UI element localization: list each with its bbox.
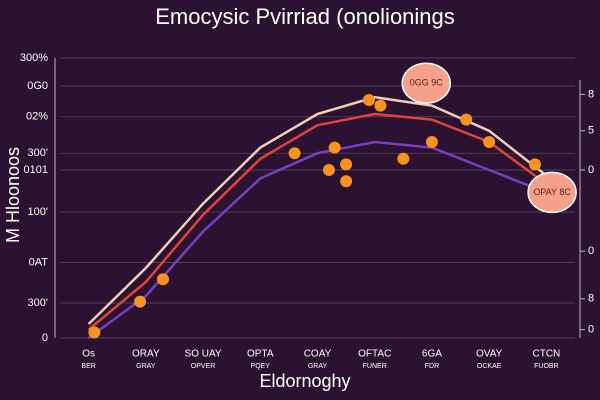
line-series: [87, 140, 547, 340]
x-sublabel: BER: [81, 363, 95, 370]
dot: [397, 152, 410, 165]
annotation-bubble: [527, 171, 577, 214]
dot: [288, 147, 301, 160]
x-tick-label: SO UAY: [185, 349, 222, 360]
x-tick-label: 6GA: [422, 349, 442, 360]
x-tick-label: OFTAC: [358, 349, 391, 360]
dot: [363, 94, 375, 106]
y2-tick-label: 0: [588, 245, 594, 257]
dot: [157, 273, 169, 286]
line-series: [87, 95, 548, 325]
y-tick-label: 0: [42, 332, 48, 344]
y-tick-label: 02%: [26, 111, 48, 123]
x-sublabel: GRAY: [136, 363, 156, 370]
y-tick-label: 300%: [20, 52, 48, 64]
dot: [340, 158, 353, 171]
x-sublabel: OPVER: [191, 363, 216, 370]
dot: [328, 141, 341, 154]
x-sublabel: PQEY: [251, 363, 271, 370]
dot: [374, 99, 387, 112]
dot: [483, 136, 496, 148]
annotation: OPAY 8C: [533, 187, 571, 197]
y-tick-label: 300': [28, 147, 48, 159]
chart-title: Emocysic Pvirriad (onolionings: [155, 4, 455, 29]
dot: [528, 158, 541, 171]
x-sublabel: GRAY: [308, 363, 328, 370]
x-tick-label: CTCN: [532, 349, 560, 360]
x-sublabel: FDR: [425, 363, 439, 370]
x-axis-label: Eldornoghy: [259, 371, 350, 391]
dot: [322, 164, 335, 176]
annotation: 0GG 9C: [410, 78, 444, 88]
y2-tick-label: 0: [588, 164, 594, 176]
x-tick-label: COAY: [304, 349, 332, 360]
y-tick-label: 0G0: [27, 80, 48, 92]
dot: [460, 113, 473, 126]
x-tick-label: OPTA: [247, 349, 274, 360]
x-sublabel: FUOBR: [534, 363, 559, 370]
dot: [340, 175, 353, 188]
x-tick-label: OVAY: [476, 349, 503, 360]
dot: [425, 136, 438, 148]
y2-tick-label: 5: [588, 125, 594, 137]
annotation-bubble: [401, 62, 451, 104]
dot: [134, 295, 147, 308]
x-sublabel: OCKAE: [477, 363, 502, 370]
y2-tick-label: 0: [588, 324, 594, 336]
y-tick-label: 300': [28, 297, 48, 309]
y-tick-label: 100': [28, 206, 48, 218]
y-tick-label: 0101: [24, 164, 48, 176]
line-series: [87, 112, 548, 331]
y-tick-label: 0AT: [29, 256, 49, 268]
x-sublabel: FUNER: [363, 363, 387, 370]
dot: [88, 326, 101, 339]
x-tick-label: Os: [82, 349, 95, 360]
y-axis-label: M Hloonoos: [3, 147, 23, 243]
x-tick-label: ORAY: [132, 349, 160, 360]
y2-tick-label: 8: [588, 293, 594, 305]
y2-tick-label: 8: [588, 88, 594, 100]
